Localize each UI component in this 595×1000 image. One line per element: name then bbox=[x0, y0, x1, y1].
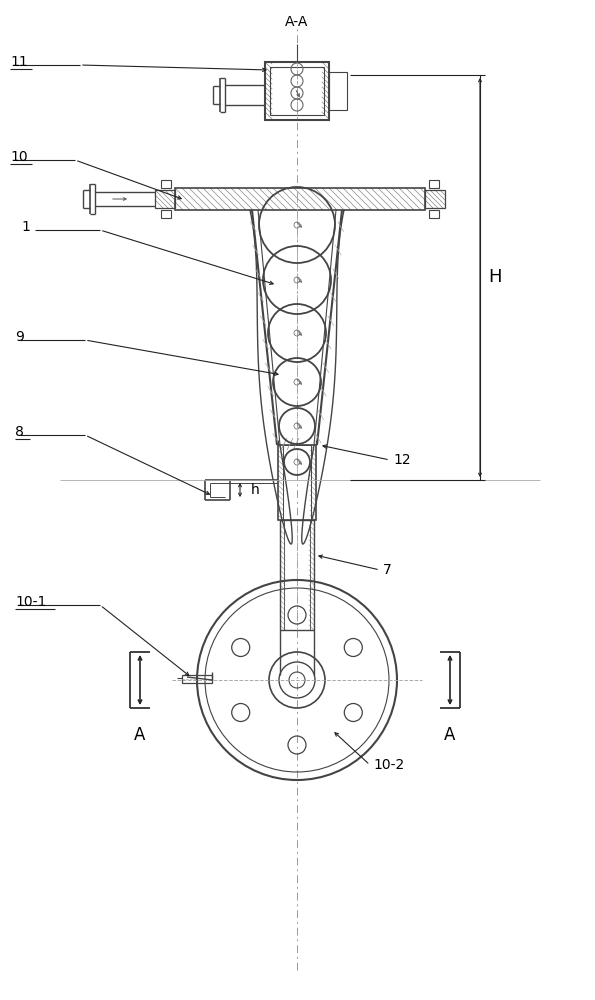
Text: A: A bbox=[444, 726, 456, 744]
Bar bbox=[329, 72, 347, 110]
Text: h: h bbox=[250, 483, 259, 497]
Bar bbox=[425, 190, 445, 208]
Text: H: H bbox=[488, 268, 502, 286]
Text: 9: 9 bbox=[15, 330, 24, 344]
Bar bbox=[155, 190, 175, 208]
Bar bbox=[270, 67, 324, 115]
Bar bbox=[429, 210, 439, 218]
Bar bbox=[265, 62, 329, 120]
Text: 12: 12 bbox=[393, 453, 411, 467]
Bar bbox=[284, 520, 310, 630]
Text: A: A bbox=[134, 726, 146, 744]
Text: 8: 8 bbox=[15, 425, 24, 439]
Text: A-A: A-A bbox=[286, 15, 309, 29]
Bar bbox=[278, 445, 316, 520]
Bar bbox=[161, 180, 171, 188]
Text: 10-1: 10-1 bbox=[15, 595, 46, 609]
Bar bbox=[429, 180, 439, 188]
Text: 10-2: 10-2 bbox=[373, 758, 404, 772]
Text: 11: 11 bbox=[10, 55, 28, 69]
Text: 10: 10 bbox=[10, 150, 27, 164]
Bar bbox=[175, 188, 425, 210]
Text: 1: 1 bbox=[21, 220, 30, 234]
Bar bbox=[283, 445, 311, 520]
Bar bbox=[161, 210, 171, 218]
Bar bbox=[182, 675, 212, 683]
Bar bbox=[280, 520, 314, 630]
Text: 7: 7 bbox=[383, 563, 392, 577]
